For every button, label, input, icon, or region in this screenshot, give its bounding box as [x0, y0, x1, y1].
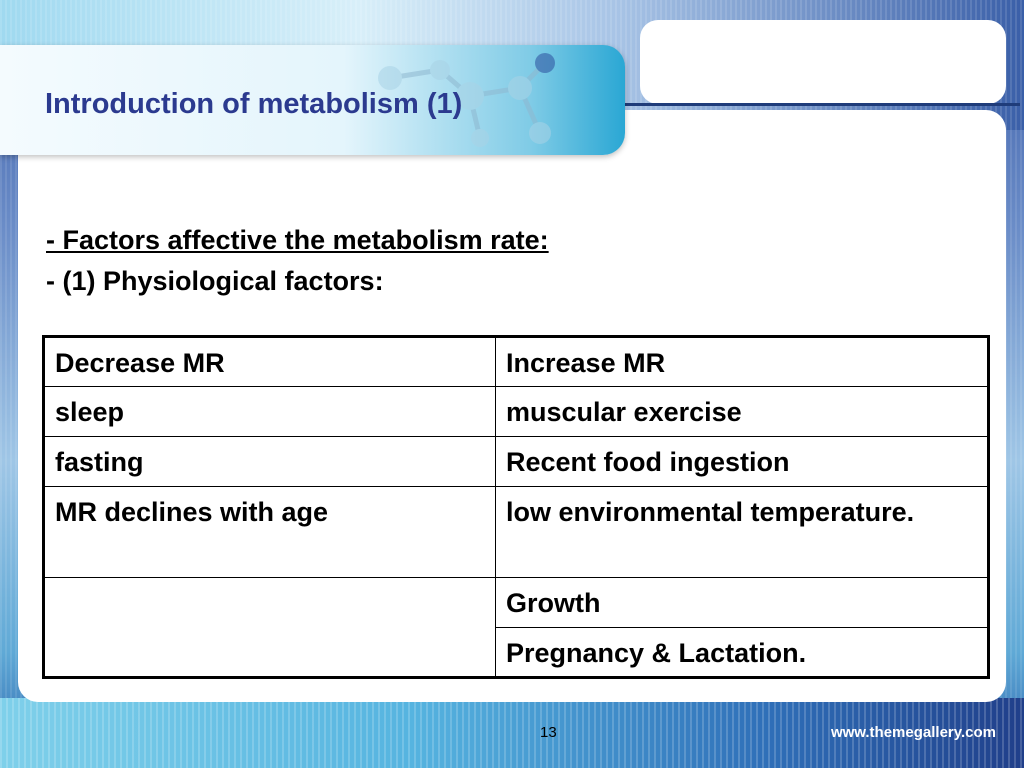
- physiological-subheading: - (1) Physiological factors:: [46, 266, 384, 296]
- table-row: fasting Recent food ingestion: [43, 436, 989, 487]
- table-cell: Recent food ingestion: [495, 436, 989, 487]
- table-row: sleep muscular exercise: [43, 386, 989, 437]
- page-number: 13: [540, 724, 557, 741]
- metabolism-factors-table: Decrease MR Increase MR sleep muscular e…: [42, 335, 990, 679]
- table-cell: sleep: [43, 386, 496, 437]
- molecule-decoration-icon: [378, 53, 555, 147]
- slide-title: Introduction of metabolism (1): [45, 88, 463, 120]
- table-cell: low environmental temperature.: [495, 486, 989, 578]
- header-increase-mr: Increase MR: [495, 336, 989, 387]
- header-right-panel: [640, 20, 1006, 104]
- footer-website: www.themegallery.com: [830, 724, 996, 741]
- table-row: Growth: [43, 577, 989, 678]
- header-decrease-mr: Decrease MR: [43, 336, 496, 387]
- header-divider-line: [620, 103, 1020, 106]
- table-cell: muscular exercise: [495, 386, 989, 437]
- table-cell: Growth: [495, 577, 989, 628]
- header-title-panel: [0, 45, 625, 155]
- table-row: MR declines with age low environmental t…: [43, 486, 989, 578]
- table-cell: Pregnancy & Lactation.: [495, 627, 989, 678]
- table-header-row: Decrease MR Increase MR: [43, 336, 989, 387]
- table-cell: fasting: [43, 436, 496, 487]
- table-cell-empty: [43, 577, 496, 678]
- table-row: Pregnancy & Lactation.: [44, 627, 989, 678]
- factors-heading: - Factors affective the metabolism rate:: [46, 225, 549, 255]
- bottom-background-band: [0, 698, 1024, 768]
- table-cell: MR declines with age: [43, 486, 496, 578]
